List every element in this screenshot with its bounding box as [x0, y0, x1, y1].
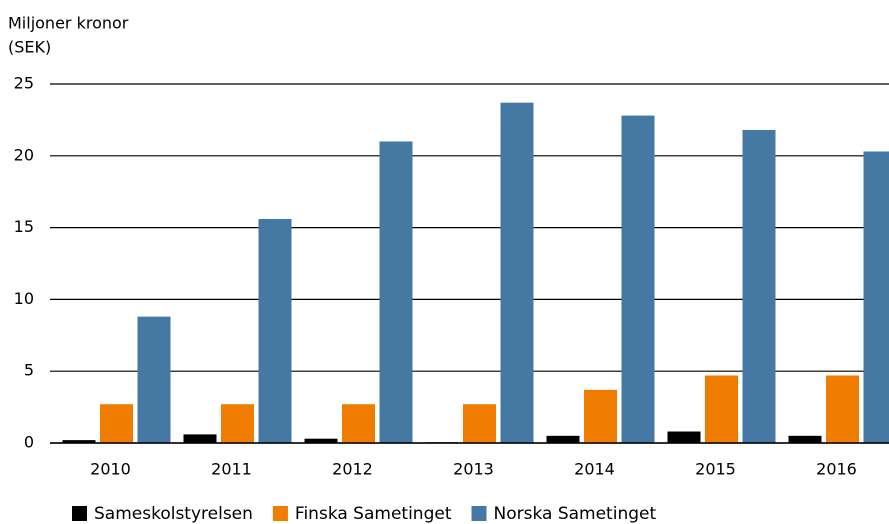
bar: [500, 102, 534, 443]
bar: [62, 440, 96, 443]
bar: [546, 435, 580, 443]
bar: [742, 129, 776, 443]
x-tick-label: 2013: [453, 460, 494, 479]
y-axis-label: Miljoner kronor: [8, 14, 129, 33]
bar: [379, 141, 413, 443]
bar: [667, 431, 701, 443]
legend-swatch: [72, 506, 87, 521]
x-tick-label: 2012: [332, 460, 373, 479]
bar: [137, 316, 171, 443]
bar: [826, 375, 859, 443]
bar: [304, 438, 338, 443]
y-axis-label: (SEK): [8, 38, 51, 57]
legend-swatch: [272, 506, 288, 521]
bar: [705, 375, 738, 443]
x-tick-label: 2014: [574, 460, 615, 479]
y-tick-label: 0: [24, 433, 34, 452]
bar: [863, 151, 889, 443]
bar: [584, 389, 617, 443]
bar: [221, 404, 254, 443]
bar: [183, 434, 217, 443]
bar: [463, 404, 496, 443]
y-tick-label: 5: [24, 361, 34, 380]
bar: [258, 218, 292, 443]
y-tick-label: 25: [14, 74, 34, 93]
legend-label: Finska Sametinget: [295, 504, 452, 524]
x-tick-label: 2010: [90, 460, 131, 479]
x-tick-label: 2015: [695, 460, 736, 479]
y-tick-label: 15: [14, 217, 34, 236]
legend-swatch: [471, 506, 487, 521]
y-tick-label: 10: [14, 289, 34, 308]
bar: [621, 115, 655, 443]
legend-label: Norska Sametinget: [494, 504, 657, 524]
y-tick-label: 20: [14, 145, 34, 164]
bar: [342, 404, 375, 443]
bar: [788, 435, 822, 443]
x-tick-label: 2011: [211, 460, 252, 479]
x-tick-label: 2016: [816, 460, 857, 479]
legend-label: Sameskolstyrelsen: [94, 504, 253, 524]
bar: [100, 404, 133, 443]
